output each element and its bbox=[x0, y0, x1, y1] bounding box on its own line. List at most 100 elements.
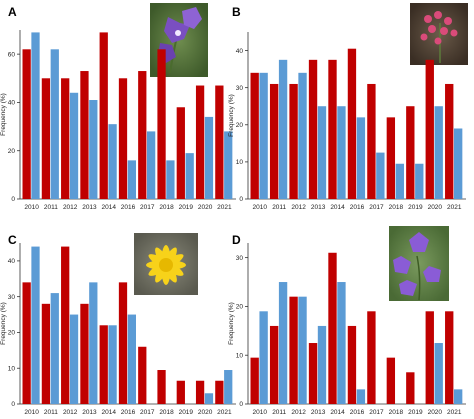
y-axis-label: Frequency (%) bbox=[228, 94, 235, 137]
x-tick-label: 2020 bbox=[198, 409, 213, 416]
chart-panel-b: B 0 10 20 30 40 Frequency (%) 2010 2011 2012 2013 2… bbox=[228, 5, 466, 211]
bar-red-2013 bbox=[80, 303, 89, 404]
bar-blue-2020 bbox=[204, 393, 214, 404]
x-tick-label: 2013 bbox=[82, 204, 97, 211]
y-tick-label: 0 bbox=[239, 196, 243, 203]
y-tick-label: 10 bbox=[236, 159, 244, 166]
bar-blue-2021 bbox=[224, 370, 233, 404]
bar-red-2021 bbox=[215, 85, 224, 199]
chart-panel-d: D 0 10 20 30 Frequency (%) 2010 2011 2012 2013 201… bbox=[228, 233, 466, 416]
bar-blue-2018 bbox=[166, 160, 175, 199]
bar-blue-2011 bbox=[50, 49, 59, 200]
bar-red-2021 bbox=[445, 311, 454, 404]
x-tick-label: 2020 bbox=[428, 409, 443, 416]
bar-blue-2012 bbox=[298, 296, 307, 404]
purple-flower-photo bbox=[389, 226, 449, 301]
x-tick-label: 2014 bbox=[330, 204, 345, 211]
yellow-flower-photo bbox=[134, 233, 198, 295]
bar-blue-2020 bbox=[204, 116, 214, 199]
x-tick-label: 2016 bbox=[350, 409, 365, 416]
bar-red-2014 bbox=[328, 59, 337, 199]
bar-blue-2013 bbox=[317, 106, 327, 199]
y-tick-label: 40 bbox=[8, 100, 16, 107]
bar-blue-2020 bbox=[434, 343, 443, 404]
y-tick-label: 10 bbox=[8, 365, 16, 372]
y-tick-label: 30 bbox=[236, 255, 244, 262]
chart-panel-c: C 0 10 20 30 40 Frequency (%) 2010 2011 2012 2013 2… bbox=[0, 233, 236, 416]
pink-flower-photo bbox=[410, 3, 468, 65]
y-axis-label: Frequency (%) bbox=[228, 302, 235, 345]
chart-panel-a: A 0 20 40 60 Frequency (%) 2010 2011 2012 2013 201… bbox=[0, 5, 236, 211]
bar-red-2013 bbox=[80, 71, 89, 199]
x-tick-label: 2019 bbox=[179, 204, 194, 211]
bar-blue-2011 bbox=[278, 282, 288, 404]
bar-blue-2019 bbox=[415, 163, 424, 199]
bar-red-2017 bbox=[138, 71, 147, 199]
bar-red-2019 bbox=[406, 372, 415, 404]
bar-blue-2012 bbox=[69, 314, 79, 404]
bar-red-2018 bbox=[157, 49, 166, 200]
bar-red-2017 bbox=[138, 346, 147, 404]
bar-red-2020 bbox=[195, 380, 205, 404]
x-tick-label: 2021 bbox=[447, 409, 462, 416]
x-tick-label: 2018 bbox=[389, 204, 404, 211]
bar-red-2011 bbox=[41, 303, 51, 404]
bar-red-2013 bbox=[308, 343, 318, 404]
bar-red-2019 bbox=[406, 106, 415, 199]
bar-red-2020 bbox=[425, 311, 434, 404]
x-tick-label: 2013 bbox=[311, 204, 326, 211]
bar-red-2011 bbox=[41, 78, 51, 199]
y-tick-label: 20 bbox=[236, 304, 244, 311]
bar-blue-2020 bbox=[434, 106, 443, 199]
bar-blue-2014 bbox=[337, 282, 346, 404]
bar-blue-2014 bbox=[108, 124, 117, 199]
bar-blue-2011 bbox=[278, 59, 288, 199]
bar-blue-2016 bbox=[127, 314, 136, 404]
bar-red-2019 bbox=[176, 107, 185, 199]
x-tick-label: 2021 bbox=[217, 409, 232, 416]
panel-letter: C bbox=[8, 233, 17, 247]
x-tick-label: 2021 bbox=[217, 204, 232, 211]
y-tick-label: 20 bbox=[236, 122, 244, 129]
x-tick-label: 2017 bbox=[140, 409, 155, 416]
bar-red-2016 bbox=[118, 282, 128, 404]
bar-red-2016 bbox=[347, 325, 357, 404]
bar-blue-2016 bbox=[356, 117, 366, 199]
bar-blue-2021 bbox=[453, 128, 463, 199]
bar-blue-2012 bbox=[298, 72, 307, 199]
x-tick-label: 2010 bbox=[252, 204, 267, 211]
x-tick-label: 2010 bbox=[24, 409, 39, 416]
y-axis-label: Frequency (%) bbox=[0, 93, 7, 136]
bar-blue-2017 bbox=[147, 131, 156, 199]
x-tick-label: 2017 bbox=[369, 409, 384, 416]
bar-red-2012 bbox=[289, 296, 298, 404]
bar-red-2021 bbox=[215, 380, 224, 404]
bar-red-2014 bbox=[99, 32, 108, 199]
x-tick-label: 2011 bbox=[44, 204, 58, 211]
x-tick-label: 2019 bbox=[179, 409, 194, 416]
y-tick-label: 0 bbox=[239, 401, 243, 408]
y-tick-label: 20 bbox=[8, 148, 16, 155]
bar-red-2014 bbox=[99, 325, 108, 404]
y-tick-label: 40 bbox=[236, 48, 244, 55]
bar-red-2010 bbox=[250, 72, 259, 199]
bar-blue-2014 bbox=[337, 106, 346, 199]
bar-red-2018 bbox=[386, 117, 396, 199]
bar-blue-2010 bbox=[259, 72, 268, 199]
bar-red-2020 bbox=[425, 59, 434, 199]
bar-blue-2013 bbox=[89, 282, 98, 404]
x-tick-label: 2016 bbox=[121, 204, 136, 211]
x-tick-label: 2016 bbox=[121, 409, 136, 416]
bar-blue-2016 bbox=[356, 389, 366, 404]
panel-letter: D bbox=[232, 233, 241, 247]
bar-blue-2010 bbox=[259, 311, 268, 404]
bar-red-2021 bbox=[445, 83, 454, 199]
x-tick-label: 2012 bbox=[63, 409, 78, 416]
bar-blue-2019 bbox=[185, 153, 194, 199]
bar-red-2018 bbox=[157, 370, 166, 404]
panel-letter: B bbox=[232, 5, 241, 19]
bar-red-2014 bbox=[328, 252, 337, 404]
x-tick-label: 2010 bbox=[252, 409, 267, 416]
y-tick-label: 0 bbox=[11, 401, 15, 408]
